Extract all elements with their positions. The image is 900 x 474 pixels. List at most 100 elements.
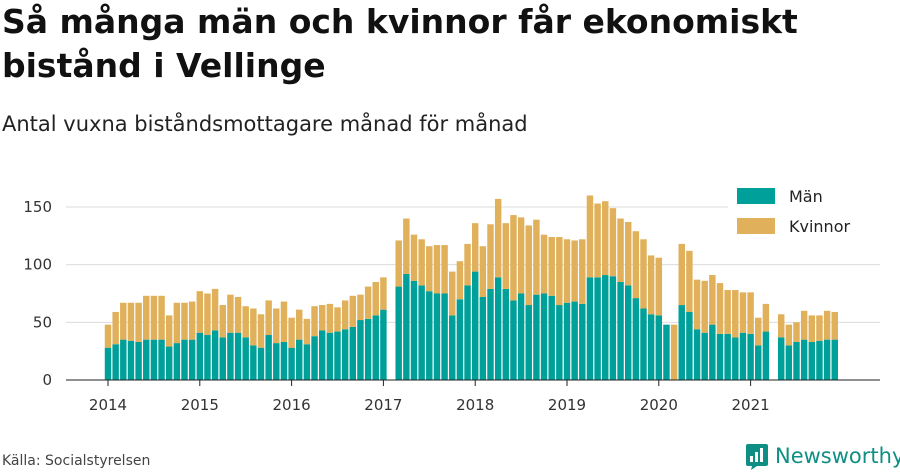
bar-kvinnor — [602, 201, 609, 276]
bar-kvinnor — [143, 295, 150, 340]
bar-kvinnor — [586, 195, 594, 278]
bar-man — [517, 293, 525, 380]
bar-kvinnor — [318, 305, 326, 331]
bar-kvinnor — [762, 303, 770, 332]
bar-kvinnor — [724, 290, 731, 334]
bar-man — [380, 309, 387, 380]
bar-kvinnor — [647, 255, 655, 315]
newsworthy-logo-icon — [746, 444, 768, 470]
bar-man — [624, 285, 632, 380]
bar-kvinnor — [273, 308, 280, 344]
bar-kvinnor — [693, 279, 701, 330]
bar-man — [364, 318, 372, 380]
bar-man — [502, 288, 510, 380]
bar-kvinnor — [188, 301, 196, 340]
bar-kvinnor — [150, 295, 158, 340]
bar-kvinnor — [640, 239, 647, 309]
bar-kvinnor — [655, 257, 663, 316]
bar-kvinnor — [181, 302, 188, 340]
bar-man — [816, 340, 823, 380]
x-tick-label: 2019 — [548, 396, 586, 414]
legend-label: Män — [789, 187, 823, 206]
bar-man — [693, 329, 701, 380]
legend-label: Kvinnor — [789, 217, 850, 236]
bar-man — [823, 339, 831, 380]
bar-kvinnor — [165, 315, 173, 347]
bar-man — [410, 280, 418, 380]
bar-man — [747, 333, 754, 380]
bar-kvinnor — [250, 308, 257, 346]
bar-kvinnor — [701, 280, 708, 333]
bar-man — [349, 326, 357, 380]
bar-man — [800, 339, 808, 380]
bar-man — [785, 345, 793, 380]
bar-man — [311, 336, 318, 380]
bar-kvinnor — [120, 302, 127, 340]
bar-man — [602, 275, 609, 380]
bar-kvinnor — [632, 231, 640, 299]
bar-kvinnor — [686, 250, 693, 312]
brand-logo[interactable]: Newsworthy — [745, 441, 900, 471]
bar-kvinnor — [517, 217, 525, 294]
bar-kvinnor — [395, 240, 402, 287]
bar-man — [579, 303, 586, 380]
bar-kvinnor — [196, 291, 204, 333]
bar-man — [426, 291, 433, 380]
bar-man — [724, 333, 731, 380]
x-tick-label: 2018 — [456, 396, 494, 414]
bar-man — [403, 273, 410, 380]
bar-man — [456, 299, 464, 380]
bar-man — [280, 341, 288, 380]
bar-kvinnor — [303, 318, 311, 345]
bar-man — [716, 333, 724, 380]
bar-man — [303, 344, 311, 380]
bar-man — [127, 340, 135, 380]
bar-kvinnor — [227, 294, 234, 333]
bar-kvinnor — [127, 302, 135, 341]
bar-kvinnor — [296, 309, 303, 340]
bar-man — [418, 285, 425, 380]
bar-man — [471, 271, 479, 380]
bar-man — [739, 332, 747, 380]
bar-kvinnor — [747, 292, 754, 334]
bar-kvinnor — [173, 302, 181, 344]
bar-kvinnor — [364, 286, 372, 319]
bar-man — [273, 343, 280, 380]
bar-man — [793, 341, 800, 380]
bar-kvinnor — [563, 239, 571, 303]
bar-kvinnor — [449, 271, 456, 316]
bar-kvinnor — [456, 261, 464, 300]
bar-kvinnor — [487, 224, 494, 289]
bar-kvinnor — [441, 245, 448, 294]
bar-man — [250, 345, 257, 380]
bar-kvinnor — [158, 295, 165, 340]
x-tick-label: 2015 — [181, 396, 219, 414]
bar-man — [242, 337, 249, 380]
bar-man — [808, 341, 816, 380]
bar-kvinnor — [510, 215, 517, 301]
bar-kvinnor — [433, 245, 441, 294]
bar-kvinnor — [502, 223, 510, 289]
bar-man — [135, 341, 142, 380]
y-tick-label: 150 — [23, 198, 52, 216]
bar-kvinnor — [288, 317, 295, 348]
bar-man — [204, 335, 211, 380]
bar-kvinnor — [785, 324, 793, 346]
bar-man — [464, 285, 471, 380]
bar-kvinnor — [357, 294, 364, 321]
bar-man — [563, 302, 571, 380]
bar-man — [372, 315, 379, 380]
y-tick-label: 100 — [23, 256, 52, 274]
bar-kvinnor — [426, 246, 433, 292]
bar-kvinnor — [540, 234, 548, 294]
legend-swatch — [737, 218, 775, 234]
bar-kvinnor — [403, 218, 410, 274]
bar-kvinnor — [617, 218, 624, 282]
bar-kvinnor — [211, 288, 219, 331]
bar-kvinnor — [418, 239, 425, 286]
bar-kvinnor — [831, 311, 838, 340]
bar-kvinnor — [571, 240, 578, 302]
bar-man — [211, 330, 219, 380]
bar-man — [487, 288, 494, 380]
bar-kvinnor — [380, 277, 387, 310]
